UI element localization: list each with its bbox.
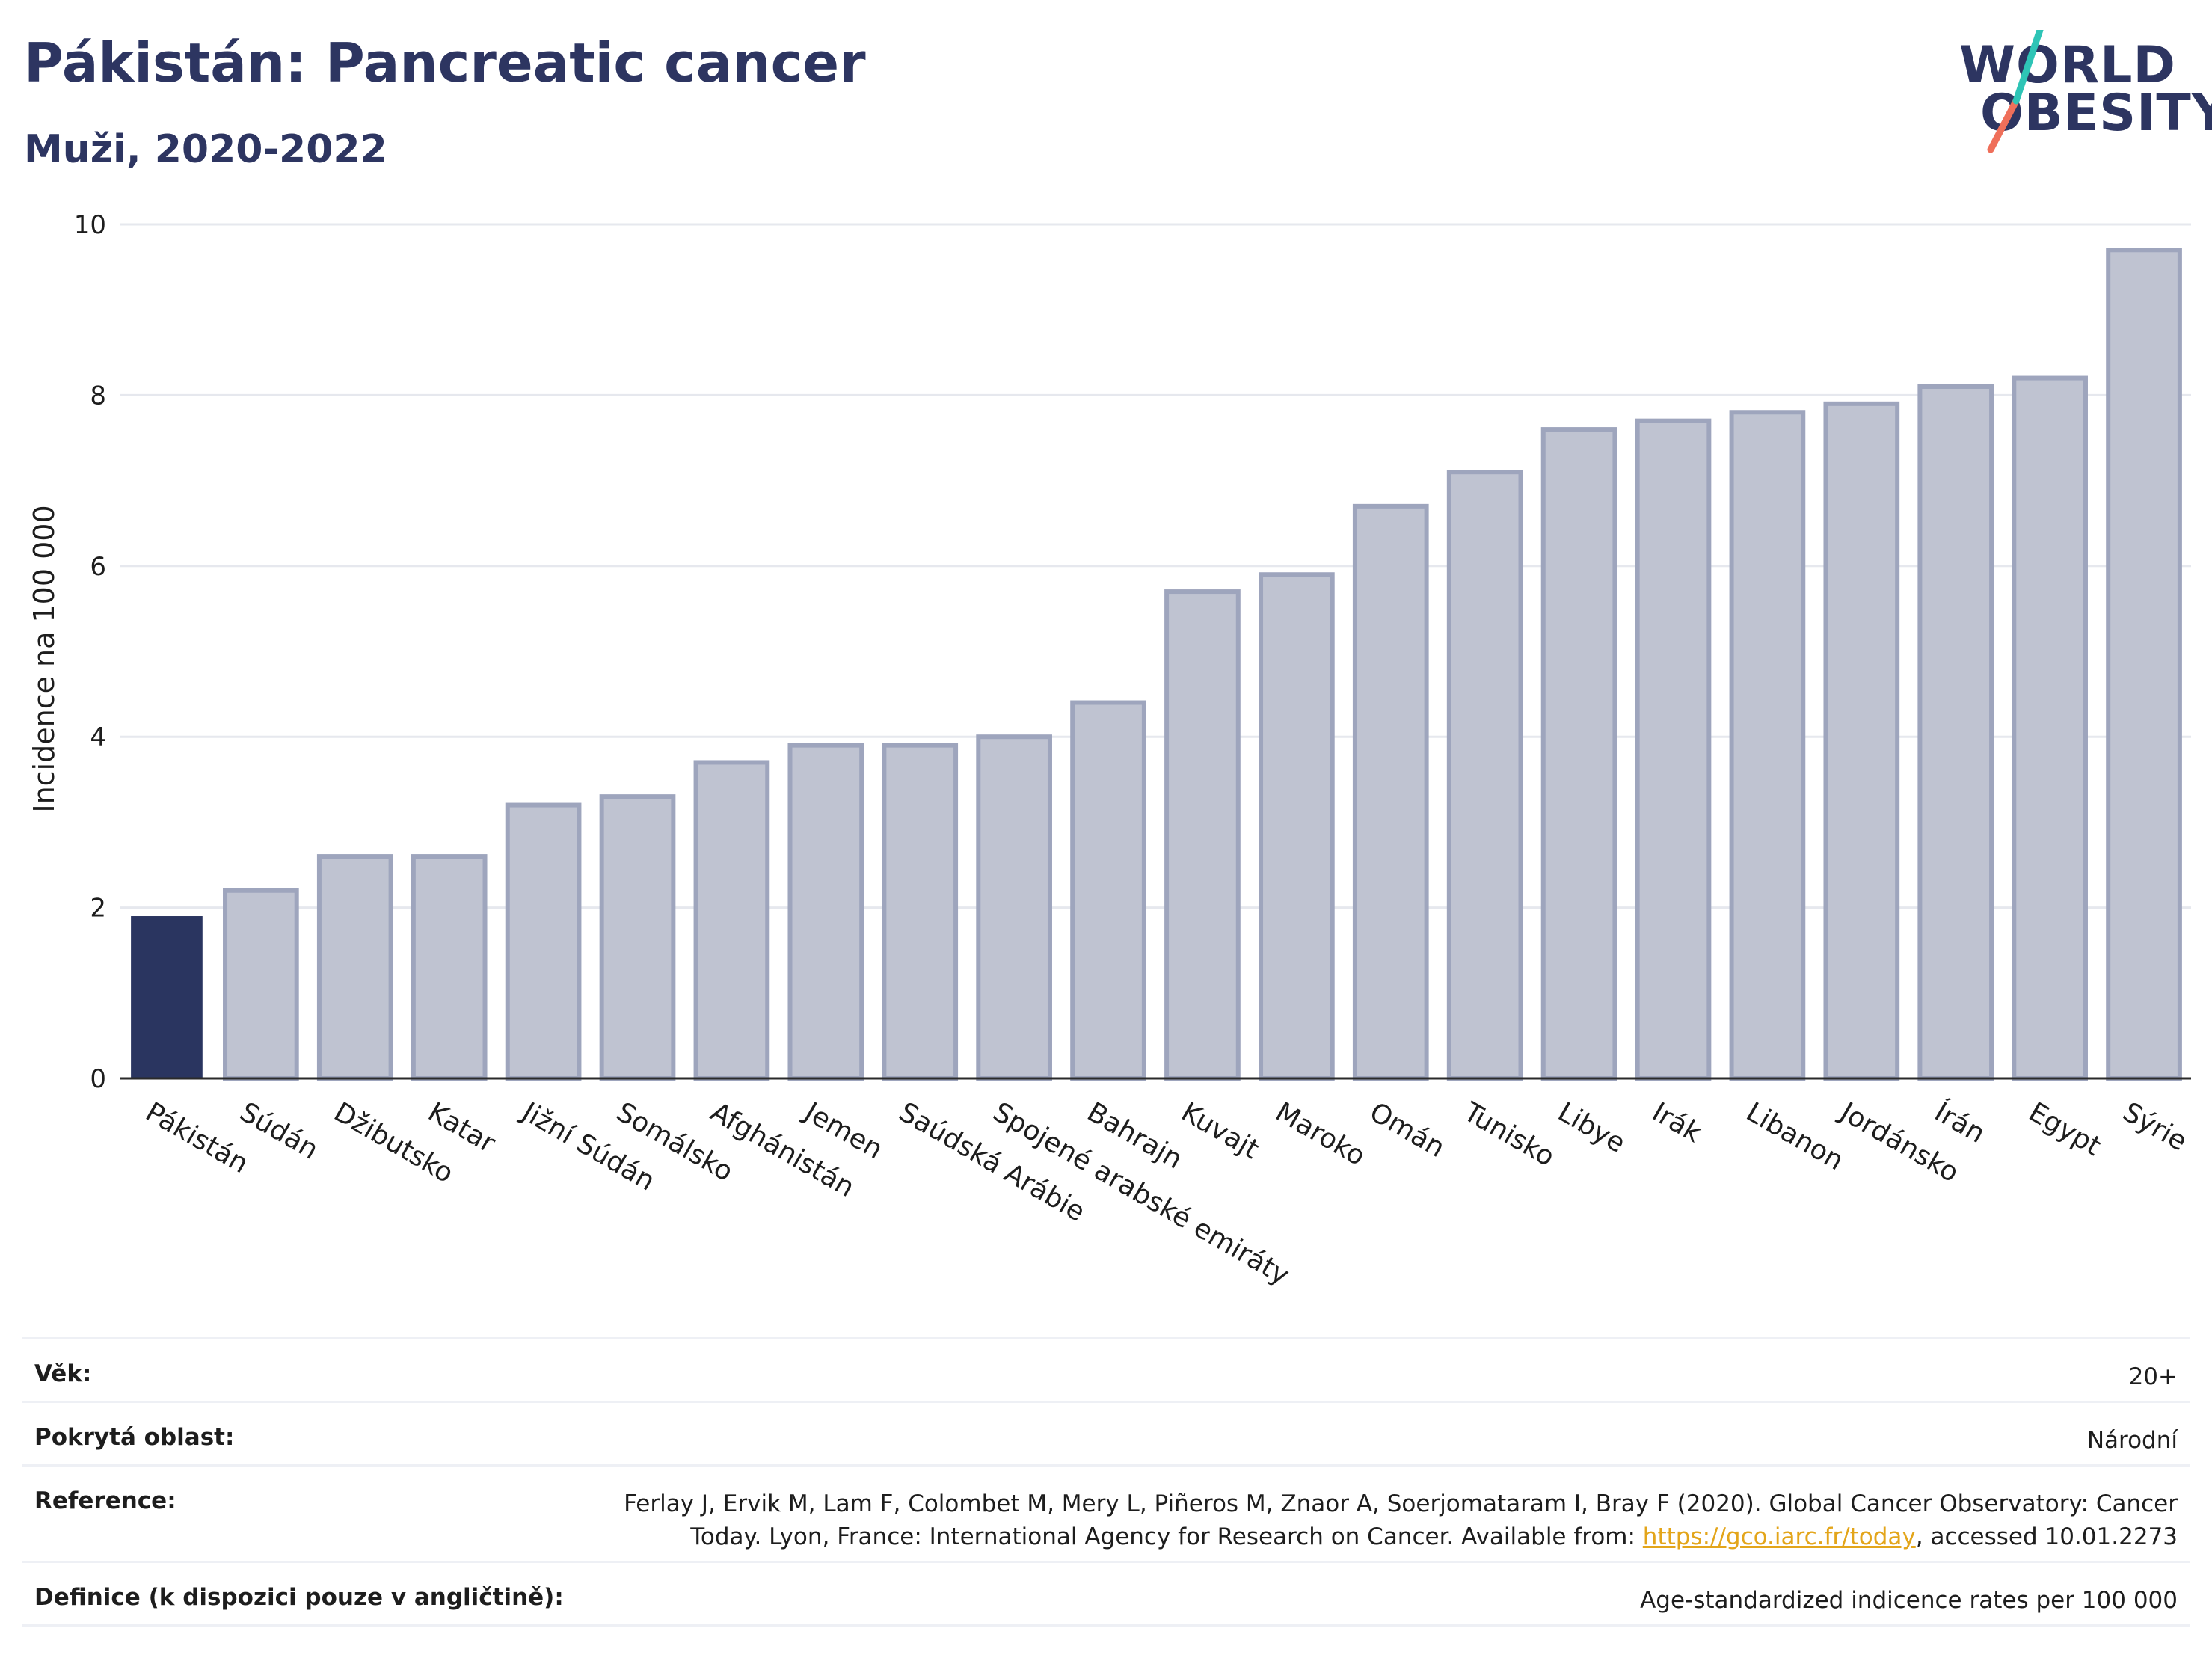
x-tick-label: Egypt [2024, 1096, 2106, 1161]
bar [1729, 410, 1806, 1081]
x-tick-label: Omán [1364, 1096, 1449, 1164]
reference-value: Ferlay J, Ervik M, Lam F, Colombet M, Me… [624, 1487, 2178, 1553]
x-tick-label: Írán [1929, 1096, 1991, 1150]
bar [1540, 427, 1617, 1081]
bar [1635, 418, 1712, 1081]
bar [2106, 248, 2182, 1081]
reference-label: Reference: [34, 1487, 176, 1514]
x-tick-label: Maroko [1271, 1096, 1371, 1172]
bar [411, 854, 488, 1081]
world-obesity-logo: WORLD OBESITY [1944, 30, 2212, 165]
bar [131, 916, 203, 1078]
bar [1070, 700, 1146, 1081]
x-tick-label: Tunisko [1458, 1096, 1560, 1173]
definition-label: Definice (k dispozici pouze v angličtině… [34, 1584, 564, 1611]
bar [1352, 503, 1429, 1081]
x-tick-label: Irák [1647, 1096, 1706, 1149]
page-title: Pákistán: Pancreatic cancer [24, 31, 866, 94]
x-tick-label: Libye [1552, 1096, 1630, 1159]
definition-value: Age-standardized indicence rates per 100… [1640, 1587, 2178, 1614]
bar [1446, 470, 1523, 1081]
y-tick-label: 2 [90, 894, 106, 924]
bar [787, 743, 864, 1081]
logo-slash-icon [1987, 30, 2044, 153]
bar [2012, 375, 2088, 1081]
bar [316, 854, 393, 1081]
bar [693, 760, 770, 1081]
bar [976, 734, 1052, 1081]
reference-line-2-pre: Today. Lyon, France: International Agenc… [690, 1523, 1643, 1550]
info-row-area: Pokrytá oblast: Národní [22, 1401, 2190, 1464]
x-tick-label: Sýrie [2118, 1096, 2192, 1157]
logo-line-1: WORLD [1959, 36, 2176, 95]
bar [1823, 401, 1900, 1081]
y-axis-label: Incidence na 100 000 [28, 505, 61, 812]
info-row-age: Věk: 20+ [22, 1337, 2190, 1401]
y-tick-label: 6 [90, 552, 106, 582]
reference-line-2-post: , accessed 10.01.2273 [1915, 1523, 2178, 1550]
age-value: 20+ [2128, 1363, 2178, 1390]
info-table: Věk: 20+ Pokrytá oblast: Národní Referen… [22, 1337, 2190, 1627]
x-tick-label: Pákistán [141, 1096, 254, 1179]
page-subtitle: Muži, 2020-2022 [24, 127, 387, 172]
bar [1259, 572, 1335, 1081]
area-label: Pokrytá oblast: [34, 1424, 235, 1451]
info-row-definition: Definice (k dispozici pouze v angličtině… [22, 1561, 2190, 1627]
bar [223, 888, 299, 1081]
x-tick-label: Kuvajt [1176, 1096, 1265, 1165]
area-value: Národní [2086, 1427, 2178, 1454]
reference-link[interactable]: https://gco.iarc.fr/today [1642, 1523, 1916, 1550]
y-tick-label: 0 [90, 1064, 106, 1094]
bar [1164, 589, 1241, 1081]
y-tick-label: 4 [90, 722, 106, 752]
y-tick-label: 8 [90, 381, 106, 411]
info-row-reference: Reference: Ferlay J, Ervik M, Lam F, Col… [22, 1464, 2190, 1561]
bar [882, 743, 959, 1081]
y-tick-label: 10 [74, 210, 106, 240]
age-label: Věk: [34, 1360, 92, 1387]
x-tick-label: Libanon [1741, 1096, 1849, 1176]
bar [505, 802, 582, 1081]
bar [599, 794, 676, 1081]
reference-line-1: Ferlay J, Ervik M, Lam F, Colombet M, Me… [624, 1490, 2178, 1517]
bar [1917, 384, 1994, 1081]
